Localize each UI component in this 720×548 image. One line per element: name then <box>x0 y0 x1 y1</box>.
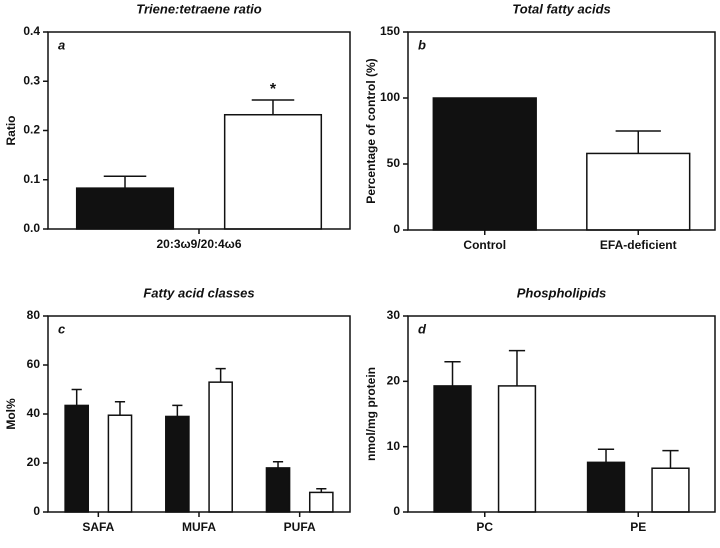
error-bar <box>615 130 661 154</box>
x-tick-label: PE <box>630 520 646 534</box>
y-tick-label: 0.0 <box>23 221 40 235</box>
error-bar <box>597 448 615 463</box>
error-bar <box>103 175 147 189</box>
y-axis-label: Percentage of control (%) <box>364 58 378 203</box>
y-tick-label: 0 <box>33 504 40 518</box>
panel-label: a <box>58 37 65 52</box>
x-tick-label: PUFA <box>284 520 316 534</box>
bar <box>432 97 537 231</box>
y-tick-label: 20 <box>27 455 41 469</box>
y-tick-label: 30 <box>387 308 401 322</box>
bar <box>64 404 90 513</box>
y-tick-label: 0.3 <box>23 73 40 87</box>
panel-label: b <box>418 37 426 52</box>
x-tick-label: MUFA <box>182 520 216 534</box>
significance-marker: * <box>270 81 277 98</box>
x-tick-label: 20:3ω9/20:4ω6 <box>157 237 242 251</box>
error-bar <box>662 449 679 469</box>
y-tick-label: 40 <box>27 406 41 420</box>
panel-title: Triene:tetraene ratio <box>136 1 262 16</box>
bar <box>497 385 537 513</box>
error-bar <box>272 461 284 468</box>
error-bar <box>114 401 126 416</box>
y-tick-label: 0 <box>393 504 400 518</box>
x-tick-label: Control <box>463 238 506 252</box>
y-tick-label: 0.4 <box>23 24 40 38</box>
panel-label: c <box>58 321 66 336</box>
x-tick-label: EFA-deficient <box>600 238 677 252</box>
plot-frame <box>407 31 716 231</box>
y-tick-label: 100 <box>380 90 400 104</box>
y-tick-label: 10 <box>387 439 401 453</box>
error-bar <box>172 404 183 417</box>
panel-title: Total fatty acids <box>512 1 610 16</box>
y-tick-label: 0 <box>393 222 400 236</box>
bar <box>308 491 334 513</box>
bar <box>75 187 175 230</box>
y-tick-label: 150 <box>380 24 400 38</box>
y-axis-label: nmol/mg protein <box>364 367 378 461</box>
bar <box>651 467 690 513</box>
error-bar <box>215 367 226 383</box>
error-bar <box>508 349 526 386</box>
y-axis-label: Mol% <box>4 398 18 430</box>
bar <box>433 385 472 513</box>
plot-frame <box>47 315 351 513</box>
error-bar <box>444 360 461 386</box>
y-tick-label: 20 <box>387 374 401 388</box>
error-bar <box>251 99 295 115</box>
y-tick-label: 50 <box>387 156 401 170</box>
bar <box>586 461 626 513</box>
bar <box>586 152 691 231</box>
panel-title: Phospholipids <box>517 285 607 300</box>
bar <box>165 415 190 513</box>
x-tick-label: SAFA <box>82 520 114 534</box>
bar <box>208 381 233 513</box>
panel-label: d <box>418 321 427 336</box>
y-tick-label: 80 <box>27 308 41 322</box>
y-tick-label: 0.1 <box>23 172 40 186</box>
bar <box>223 113 323 230</box>
error-bar <box>316 487 327 493</box>
bar <box>265 467 291 513</box>
panel-title: Fatty acid classes <box>143 285 254 300</box>
plot-frame <box>407 315 716 513</box>
y-tick-label: 60 <box>27 357 41 371</box>
y-tick-label: 0.2 <box>23 123 40 137</box>
plot-frame <box>47 31 351 230</box>
bar <box>107 414 133 513</box>
error-bar <box>71 388 82 406</box>
y-axis-label: Ratio <box>4 116 18 146</box>
x-tick-label: PC <box>476 520 493 534</box>
